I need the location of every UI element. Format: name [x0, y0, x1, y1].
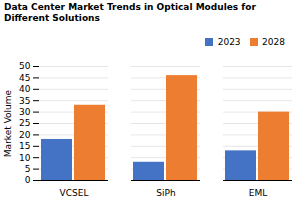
svg-text:5: 5 [25, 164, 31, 174]
svg-text:25: 25 [19, 118, 30, 128]
svg-text:10: 10 [19, 153, 31, 163]
svg-text:0: 0 [25, 175, 31, 185]
svg-text:30: 30 [19, 107, 31, 117]
svg-text:EML: EML [249, 188, 267, 198]
svg-text:50: 50 [19, 61, 31, 71]
svg-text:SiPh: SiPh [156, 188, 175, 198]
svg-text:45: 45 [19, 73, 30, 83]
svg-text:35: 35 [19, 96, 30, 106]
html-text:2028: 2028 [262, 36, 285, 47]
svg-text:VCSEL: VCSEL [60, 188, 89, 198]
svg-text:15: 15 [19, 141, 30, 151]
svg-text:20: 20 [19, 130, 31, 140]
svg-text:40: 40 [19, 84, 31, 94]
html-text:Data Center Market Trends in O: Data Center Market Trends in Optical Mod… [4, 2, 256, 23]
html-text:2023: 2023 [217, 36, 241, 47]
svg-text:Market Volume: Market Volume [3, 89, 13, 157]
